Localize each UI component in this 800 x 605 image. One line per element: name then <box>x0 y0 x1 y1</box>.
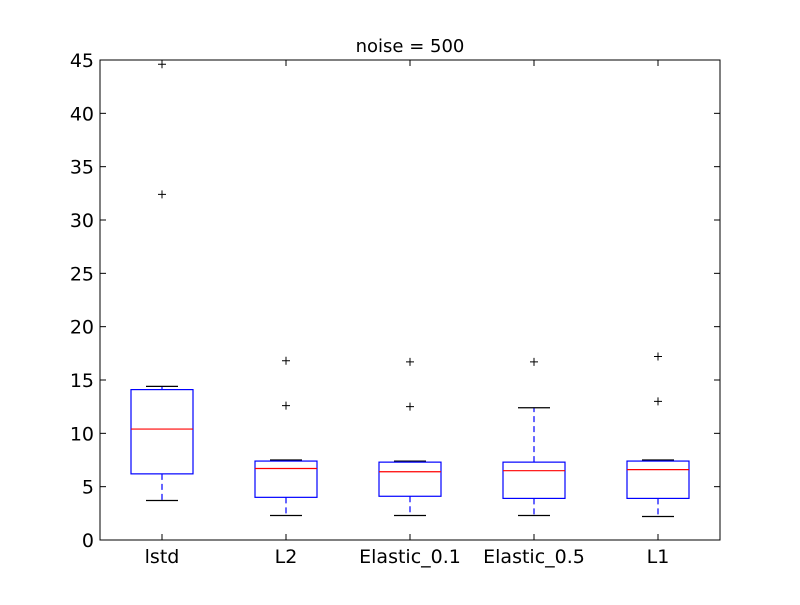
outlier-marker <box>654 397 662 406</box>
outlier-marker <box>654 352 662 361</box>
outlier-marker <box>406 402 414 411</box>
outlier-marker <box>158 60 166 69</box>
y-tick-label: 20 <box>70 317 94 339</box>
box-iqr <box>502 461 566 499</box>
y-tick-label: 45 <box>70 50 94 72</box>
outlier-marker <box>158 190 166 199</box>
x-tick-label: lstd <box>145 546 180 568</box>
outlier-marker <box>282 401 290 410</box>
y-tick-label: 35 <box>70 157 94 179</box>
x-tick-label: L1 <box>647 546 670 568</box>
outlier-marker <box>282 356 290 365</box>
x-tick-label: L2 <box>275 546 298 568</box>
box-iqr <box>626 460 690 500</box>
box-iqr <box>130 389 194 475</box>
x-tick-label: Elastic_0.1 <box>359 546 461 568</box>
plot-area: 0 5 10 15 20 25 30 35 40 45 lstd L2 Elastic_0.1 Elast… <box>70 50 721 568</box>
x-tick-label: Elastic_0.5 <box>483 546 585 568</box>
y-tick-label: 15 <box>70 370 94 392</box>
outlier-marker <box>406 357 414 366</box>
chart-title: noise = 500 <box>356 36 465 57</box>
y-tick-label: 40 <box>70 103 94 125</box>
y-tick-label: 25 <box>70 263 94 285</box>
outlier-marker <box>530 357 538 366</box>
y-tick-label: 0 <box>82 530 94 552</box>
box-iqr <box>378 461 442 497</box>
y-tick-label: 10 <box>70 423 94 445</box>
y-tick-label: 30 <box>70 210 94 232</box>
y-tick-label: 5 <box>82 477 94 499</box>
box-iqr <box>254 460 318 498</box>
